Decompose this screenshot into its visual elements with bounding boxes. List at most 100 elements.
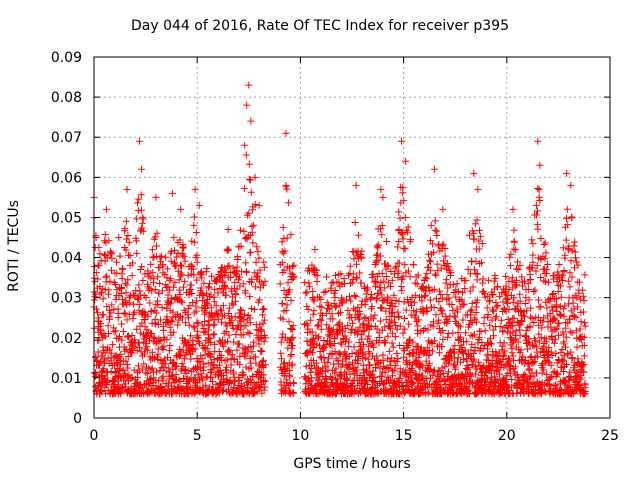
data-point	[158, 252, 166, 260]
data-point	[235, 276, 243, 284]
data-point	[562, 324, 570, 332]
data-point	[580, 341, 588, 349]
data-point	[261, 383, 269, 391]
data-point	[208, 272, 216, 280]
data-point	[249, 239, 257, 247]
data-point	[239, 280, 247, 288]
data-point	[163, 336, 171, 344]
data-point	[157, 337, 165, 345]
data-point	[508, 349, 516, 357]
data-point	[439, 336, 447, 344]
data-point	[510, 237, 518, 245]
data-point	[398, 287, 406, 295]
data-point	[541, 255, 549, 263]
data-point	[460, 300, 468, 308]
data-point	[212, 302, 220, 310]
data-point	[550, 272, 558, 280]
data-point	[248, 228, 256, 236]
data-point	[421, 325, 429, 333]
data-point	[285, 318, 293, 326]
data-point	[369, 367, 377, 375]
data-point	[160, 342, 168, 350]
data-point	[455, 380, 463, 388]
data-point	[236, 273, 244, 281]
data-point	[431, 270, 439, 278]
data-point	[449, 306, 457, 314]
data-point	[573, 294, 581, 302]
data-point	[246, 343, 254, 351]
data-point	[475, 334, 483, 342]
data-point	[373, 325, 381, 333]
data-point	[554, 331, 562, 339]
data-point	[188, 289, 196, 297]
data-point	[338, 340, 346, 348]
data-point	[559, 271, 567, 279]
data-point	[420, 384, 428, 392]
data-point	[489, 389, 497, 397]
data-point	[517, 346, 525, 354]
data-point	[207, 353, 215, 361]
data-point	[313, 322, 321, 330]
data-point	[552, 325, 560, 333]
data-point	[394, 313, 402, 321]
y-tick-label: 0.01	[51, 371, 82, 387]
data-point	[481, 327, 489, 335]
data-point	[310, 297, 318, 305]
data-point	[441, 363, 449, 371]
data-point	[566, 283, 574, 291]
data-point	[439, 240, 447, 248]
data-point	[359, 327, 367, 335]
data-point	[146, 337, 153, 345]
data-point	[388, 276, 396, 284]
data-point	[484, 292, 492, 300]
data-point	[417, 360, 425, 368]
data-point	[459, 301, 467, 309]
data-point	[368, 339, 376, 347]
data-point	[198, 355, 206, 363]
data-point	[377, 252, 385, 260]
data-point	[286, 372, 294, 380]
data-point	[572, 327, 580, 335]
data-point	[466, 307, 474, 315]
data-point	[432, 271, 440, 279]
data-point	[315, 376, 323, 384]
data-point	[246, 329, 254, 337]
data-point	[135, 195, 143, 203]
data-point	[378, 269, 386, 277]
data-point	[159, 345, 167, 353]
data-point	[105, 237, 113, 245]
data-point	[190, 221, 198, 229]
data-point	[188, 237, 196, 245]
data-point	[548, 352, 556, 360]
data-point	[343, 296, 351, 304]
data-point	[348, 325, 356, 333]
data-point	[232, 291, 240, 299]
data-point	[411, 370, 419, 378]
data-point	[257, 335, 265, 343]
data-point	[210, 320, 218, 328]
data-point	[245, 160, 253, 168]
data-point	[433, 260, 441, 268]
data-point	[418, 362, 426, 370]
data-point	[554, 287, 562, 295]
data-point	[470, 229, 478, 237]
data-point	[444, 376, 452, 384]
data-point	[178, 271, 186, 279]
data-point	[581, 381, 589, 389]
x-tick-label: 5	[193, 428, 202, 444]
data-point	[309, 349, 317, 357]
data-point	[542, 249, 550, 257]
data-point	[402, 306, 410, 314]
y-axis-label: ROTI / TECUs	[6, 200, 22, 292]
data-point	[496, 292, 504, 300]
data-point	[437, 381, 445, 389]
data-point	[388, 329, 396, 337]
data-point	[258, 347, 266, 355]
data-point	[552, 381, 560, 389]
y-tick-label: 0.05	[51, 210, 82, 226]
data-point	[560, 340, 568, 348]
data-point	[192, 228, 200, 236]
x-tick-label: 15	[395, 428, 413, 444]
data-point	[404, 228, 412, 236]
data-point	[331, 369, 339, 377]
